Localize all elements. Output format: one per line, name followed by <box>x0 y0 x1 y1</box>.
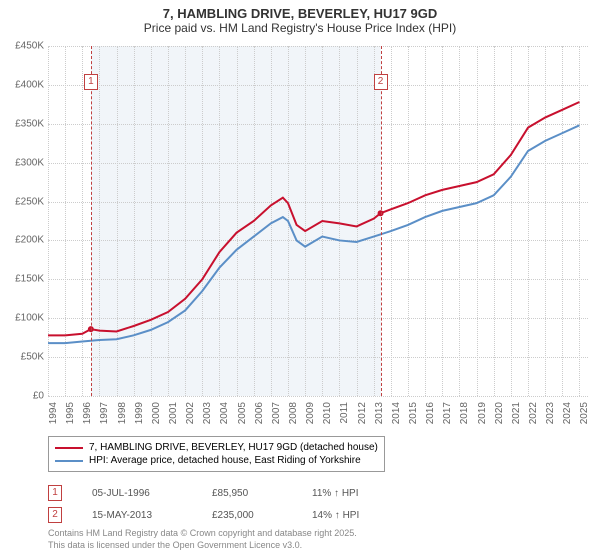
y-tick-label: £200K <box>15 235 44 246</box>
sales-row-price: £235,000 <box>212 510 282 521</box>
sales-row: 2 15-MAY-2013 £235,000 14% ↑ HPI <box>48 504 392 526</box>
y-tick-label: £450K <box>15 41 44 52</box>
x-tick-label: 2008 <box>288 402 299 424</box>
y-tick-label: £0 <box>33 391 44 402</box>
x-tick-label: 2002 <box>185 402 196 424</box>
x-tick-label: 1994 <box>48 402 59 424</box>
sales-row-marker: 2 <box>48 507 62 523</box>
plot-area: 12 <box>48 46 588 396</box>
legend-swatch <box>55 460 83 462</box>
chart-container: 7, HAMBLING DRIVE, BEVERLEY, HU17 9GD Pr… <box>0 0 600 560</box>
y-tick-label: £150K <box>15 274 44 285</box>
x-tick-label: 2000 <box>151 402 162 424</box>
sales-table: 1 05-JUL-1996 £85,950 11% ↑ HPI 2 15-MAY-2013… <box>48 482 392 526</box>
y-tick-label: £350K <box>15 118 44 129</box>
footer-attribution: Contains HM Land Registry data © Crown c… <box>48 528 357 551</box>
x-tick-label: 2016 <box>425 402 436 424</box>
x-tick-label: 2011 <box>339 402 350 424</box>
x-tick-label: 2017 <box>442 402 453 424</box>
x-tick-label: 2006 <box>254 402 265 424</box>
x-tick-label: 2012 <box>357 402 368 424</box>
x-tick-label: 1997 <box>99 402 110 424</box>
sales-row-price: £85,950 <box>212 488 282 499</box>
legend-swatch <box>55 447 83 449</box>
x-tick-label: 2018 <box>459 402 470 424</box>
y-tick-label: £50K <box>21 352 44 363</box>
legend: 7, HAMBLING DRIVE, BEVERLEY, HU17 9GD (d… <box>48 436 385 472</box>
sales-row-hpi: 11% ↑ HPI <box>312 488 392 499</box>
x-tick-label: 2020 <box>494 402 505 424</box>
x-tick-label: 2005 <box>237 402 248 424</box>
sales-row-date: 05-JUL-1996 <box>92 488 182 499</box>
title-main: 7, HAMBLING DRIVE, BEVERLEY, HU17 9GD <box>0 6 600 21</box>
chart-title: 7, HAMBLING DRIVE, BEVERLEY, HU17 9GD Pr… <box>0 0 600 35</box>
legend-label: 7, HAMBLING DRIVE, BEVERLEY, HU17 9GD (d… <box>89 442 378 453</box>
x-tick-label: 2010 <box>322 402 333 424</box>
x-tick-label: 2022 <box>528 402 539 424</box>
legend-label: HPI: Average price, detached house, East… <box>89 455 361 466</box>
x-tick-label: 2004 <box>219 402 230 424</box>
legend-row: 7, HAMBLING DRIVE, BEVERLEY, HU17 9GD (d… <box>55 441 378 454</box>
x-tick-label: 2013 <box>374 402 385 424</box>
x-tick-label: 1995 <box>65 402 76 424</box>
y-tick-label: £400K <box>15 79 44 90</box>
y-tick-label: £250K <box>15 196 44 207</box>
x-tick-label: 2019 <box>477 402 488 424</box>
x-tick-label: 1999 <box>134 402 145 424</box>
sales-row-hpi: 14% ↑ HPI <box>312 510 392 521</box>
x-tick-label: 2015 <box>408 402 419 424</box>
x-tick-label: 2021 <box>511 402 522 424</box>
sales-row-marker: 1 <box>48 485 62 501</box>
x-tick-label: 2003 <box>202 402 213 424</box>
sales-row: 1 05-JUL-1996 £85,950 11% ↑ HPI <box>48 482 392 504</box>
x-tick-label: 2024 <box>562 402 573 424</box>
x-tick-label: 2001 <box>168 402 179 424</box>
sale-marker-box: 1 <box>84 74 98 90</box>
series-line-hpi <box>48 125 579 343</box>
x-tick-label: 1998 <box>117 402 128 424</box>
title-sub: Price paid vs. HM Land Registry's House … <box>0 21 600 35</box>
y-axis: £0£50K£100K£150K£200K£250K£300K£350K£400… <box>0 46 48 396</box>
x-tick-label: 2023 <box>545 402 556 424</box>
x-tick-label: 2009 <box>305 402 316 424</box>
sale-marker-line <box>381 46 382 396</box>
sales-row-date: 15-MAY-2013 <box>92 510 182 521</box>
x-tick-label: 2025 <box>579 402 590 424</box>
sale-marker-line <box>91 46 92 396</box>
footer-line1: Contains HM Land Registry data © Crown c… <box>48 528 357 540</box>
sale-marker-box: 2 <box>374 74 388 90</box>
legend-row: HPI: Average price, detached house, East… <box>55 454 378 467</box>
x-tick-label: 1996 <box>82 402 93 424</box>
x-axis: 1994 1995 1996 1997 1998 1999 2000 2001 2002 2003… <box>48 396 588 436</box>
x-tick-label: 2014 <box>391 402 402 424</box>
y-tick-label: £100K <box>15 313 44 324</box>
footer-line2: This data is licensed under the Open Gov… <box>48 540 357 552</box>
chart-svg <box>48 46 588 396</box>
series-line-price_paid <box>48 102 579 335</box>
x-tick-label: 2007 <box>271 402 282 424</box>
y-tick-label: £300K <box>15 157 44 168</box>
